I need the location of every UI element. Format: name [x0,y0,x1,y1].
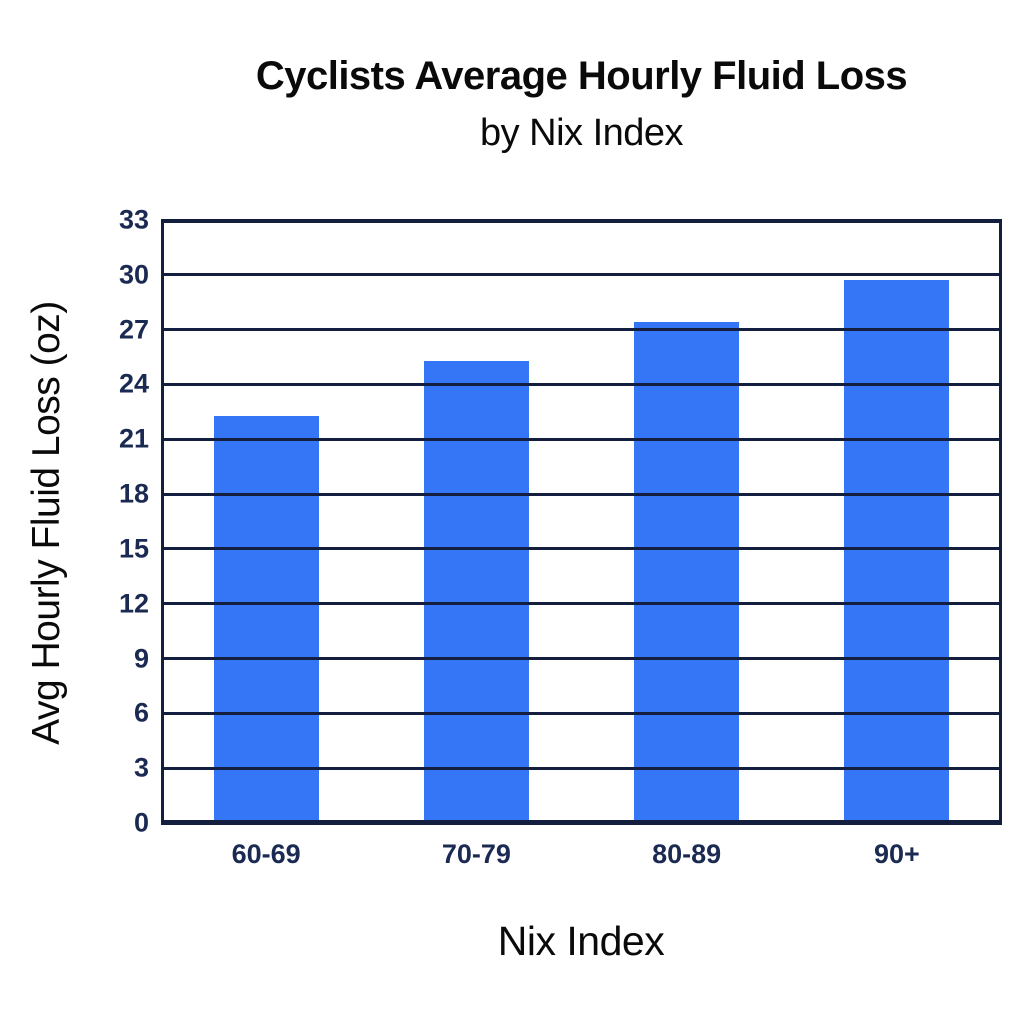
bar-80-89 [634,322,740,823]
y-tick-label-9: 9 [133,643,149,674]
gridline-21 [161,437,1002,441]
gridline-6 [161,711,1002,715]
y-axis-title: Avg Hourly Fluid Loss (oz) [25,301,68,745]
gridline-30 [161,273,1002,277]
x-tick-label-90+: 90+ [873,839,920,869]
y-tick-label-24: 24 [118,368,149,399]
y-tick-label-33: 33 [118,204,149,235]
y-tick-label-15: 15 [118,533,149,564]
y-tick-label-21: 21 [118,423,149,454]
gridline-9 [161,657,1002,661]
y-tick-label-3: 3 [133,752,149,783]
gridline-33 [161,218,1002,222]
chart-subtitle: by Nix Index [479,112,684,154]
x-tick-label-70-79: 70-79 [441,839,511,869]
x-tick-label-80-89: 80-89 [652,839,722,869]
x-tick-label-60-69: 60-69 [231,839,301,869]
y-tick-label-6: 6 [133,697,149,728]
y-tick-label-30: 30 [118,259,149,290]
y-tick-label-27: 27 [118,314,149,345]
bar-70-79 [423,360,529,823]
gridline-15 [161,547,1002,551]
y-tick-label-0: 0 [133,807,149,838]
gridline-18 [161,492,1002,496]
gridline-12 [161,602,1002,606]
y-tick-label-18: 18 [118,478,149,509]
y-tick-label-12: 12 [118,588,149,619]
plot-area [161,218,1002,825]
bar-90+ [844,280,950,823]
gridline-0 [161,821,1002,825]
gridline-3 [161,766,1002,770]
bar-60-69 [213,415,319,823]
gridline-24 [161,382,1002,386]
chart-title: Cyclists Average Hourly Fluid Loss [255,54,908,98]
x-axis-title: Nix Index [497,918,665,964]
chart-title-block: Cyclists Average Hourly Fluid Loss by Ni… [161,54,1002,155]
gridline-27 [161,328,1002,332]
